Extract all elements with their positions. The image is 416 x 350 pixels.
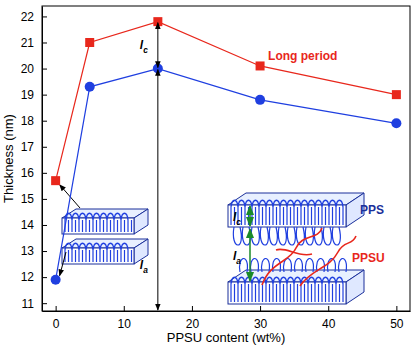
series-line — [56, 22, 397, 181]
x-tick: 10 — [118, 306, 132, 331]
series-label: Long period — [268, 49, 337, 63]
series — [51, 17, 401, 185]
data-point — [85, 38, 94, 47]
y-tick-label: 11 — [22, 297, 35, 311]
y-tick-label: 18 — [21, 114, 35, 128]
ppsu-chains — [262, 228, 356, 286]
lamella — [228, 270, 364, 304]
y-tick: 17 — [21, 140, 47, 154]
lamella — [62, 209, 148, 234]
inset-label: PPSU — [352, 251, 385, 265]
y-tick: 20 — [21, 62, 47, 76]
y-tick: 21 — [21, 36, 47, 50]
pointer-arrow — [60, 252, 66, 276]
x-tick-mark — [260, 306, 261, 311]
x-tick-label: 10 — [118, 317, 132, 331]
series — [51, 64, 402, 285]
inset-label: la — [233, 249, 241, 266]
lamella — [228, 193, 364, 227]
lamella — [62, 239, 148, 264]
annotations: lc la — [140, 23, 158, 310]
y-tick-mark — [42, 199, 47, 200]
y-tick-label: 22 — [21, 10, 35, 24]
y-tick-label: 13 — [21, 244, 35, 258]
x-tick-mark — [396, 306, 397, 311]
data-point — [51, 275, 61, 285]
y-tick: 22 — [21, 10, 47, 24]
x-axis-title: PPSU content (wt%) — [167, 330, 286, 345]
x-tick: 50 — [390, 306, 404, 331]
y-tick-mark — [42, 16, 47, 17]
plot-frame — [42, 6, 410, 311]
x-tick: 30 — [254, 306, 268, 331]
plot-area — [51, 17, 402, 285]
y-tick-mark — [42, 251, 47, 252]
x-tick-mark — [124, 306, 125, 311]
inset-arrow — [249, 206, 251, 226]
x-tick-label: 30 — [254, 317, 268, 331]
data-point — [85, 82, 95, 92]
y-tick-label: 14 — [21, 218, 35, 232]
y-tick-label: 15 — [21, 192, 35, 206]
y-tick-mark — [42, 303, 47, 304]
annotation-arrow — [157, 70, 158, 310]
x-axis: 0 10 20 30 40 50 — [43, 306, 411, 331]
series-line — [56, 69, 397, 280]
y-tick-mark — [42, 69, 47, 70]
y-tick: 19 — [21, 88, 47, 102]
data-point — [392, 90, 401, 99]
x-tick-mark — [328, 306, 329, 311]
y-tick: 11 — [22, 297, 47, 311]
y-tick: 15 — [21, 192, 47, 206]
annotation-label: la — [140, 258, 148, 275]
data-point — [256, 61, 265, 70]
x-tick: 40 — [322, 306, 336, 331]
y-tick-mark — [42, 42, 47, 43]
left-inset — [62, 209, 148, 264]
y-tick-mark — [42, 225, 47, 226]
y-tick-label: 19 — [21, 88, 35, 102]
x-tick: 0 — [53, 306, 60, 331]
y-tick-label: 12 — [21, 270, 35, 284]
x-tick-label: 20 — [186, 317, 200, 331]
x-tick: 20 — [186, 306, 200, 331]
annotation-arrow — [157, 23, 158, 68]
y-tick-mark — [42, 121, 47, 122]
chart: 0 10 20 30 40 50 11 12 13 14 15 16 17 18 19 20 21 22 PPSU … — [0, 0, 416, 350]
y-tick: 13 — [21, 244, 47, 258]
insets: PPS PPSU lc la — [60, 185, 385, 304]
y-tick-mark — [42, 147, 47, 148]
inset-label: PPS — [360, 203, 384, 217]
y-tick-label: 16 — [21, 166, 35, 180]
data-point — [391, 118, 401, 128]
inset-arrow — [249, 229, 251, 281]
annotation-label: lc — [140, 38, 148, 55]
y-axis-title: Thickness (nm) — [1, 114, 16, 203]
y-tick-mark — [42, 173, 47, 174]
inset-label: lc — [233, 210, 241, 227]
x-tick-label: 50 — [390, 317, 404, 331]
x-tick-label: 40 — [322, 317, 336, 331]
right-inset: PPS PPSU lc la — [228, 193, 385, 304]
y-tick-mark — [42, 277, 47, 278]
y-tick: 12 — [21, 270, 47, 284]
x-tick-label: 0 — [53, 317, 60, 331]
data-point — [51, 176, 60, 185]
x-tick-mark — [56, 306, 57, 311]
y-axis: 11 12 13 14 15 16 17 18 19 20 21 22 — [21, 7, 47, 312]
y-tick-label: 17 — [21, 140, 35, 154]
y-tick: 14 — [21, 218, 47, 232]
y-tick: 18 — [21, 114, 47, 128]
y-tick-label: 20 — [21, 62, 35, 76]
x-tick-mark — [192, 306, 193, 311]
y-tick-label: 21 — [21, 36, 35, 50]
data-point — [255, 95, 265, 105]
y-tick: 16 — [21, 166, 47, 180]
y-tick-mark — [42, 95, 47, 96]
